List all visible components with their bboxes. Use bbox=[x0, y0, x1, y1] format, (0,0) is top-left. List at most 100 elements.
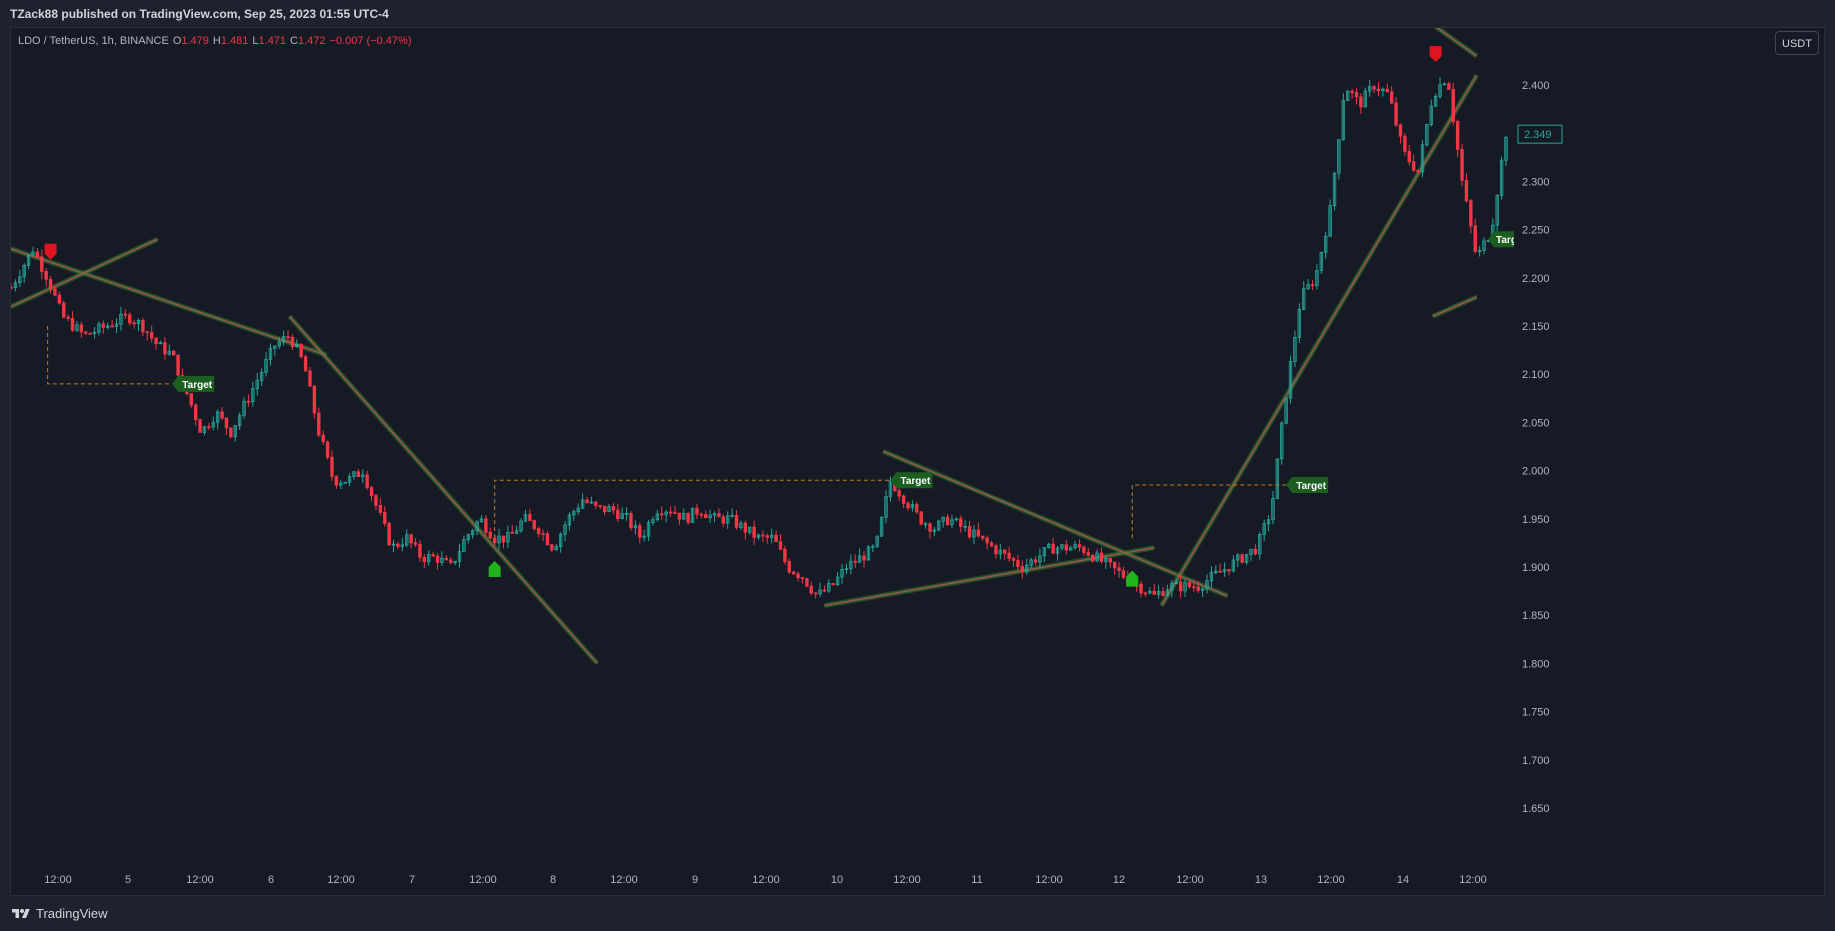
candle-body bbox=[255, 380, 259, 390]
candle-body bbox=[242, 400, 246, 416]
x-tick-label: 12:00 bbox=[1317, 874, 1345, 886]
candle-body bbox=[1332, 172, 1337, 207]
candle-body bbox=[1029, 559, 1033, 566]
candle-body bbox=[422, 556, 427, 563]
x-tick-label: 12 bbox=[1113, 874, 1125, 886]
candle-body bbox=[1411, 161, 1416, 171]
candle-body bbox=[734, 514, 739, 528]
x-tick-label: 5 bbox=[125, 874, 131, 886]
candle-body bbox=[778, 541, 783, 550]
candle-body bbox=[1262, 523, 1266, 535]
x-tick-label: 7 bbox=[409, 874, 415, 886]
candle-body bbox=[1293, 336, 1297, 362]
candle-body bbox=[1442, 83, 1447, 86]
sell-signal-icon bbox=[44, 243, 57, 260]
candle-body bbox=[295, 344, 299, 348]
y-tick-label: 1.950 bbox=[1522, 514, 1550, 526]
candle-body bbox=[1165, 589, 1170, 596]
candle-body bbox=[277, 341, 281, 347]
candle-body bbox=[1187, 582, 1192, 588]
candle-body bbox=[945, 516, 950, 526]
candle-body bbox=[75, 324, 79, 331]
candle-body bbox=[638, 525, 642, 538]
candle-body bbox=[193, 404, 198, 421]
y-tick-label: 2.300 bbox=[1522, 176, 1550, 188]
candle-body bbox=[717, 513, 721, 518]
candle-body bbox=[440, 557, 444, 563]
candle-body bbox=[981, 535, 985, 539]
candle-body bbox=[171, 350, 176, 356]
sell-signal-icon bbox=[1429, 46, 1442, 63]
candle-body bbox=[202, 426, 207, 433]
candle-body bbox=[444, 557, 449, 561]
candle-body bbox=[1209, 572, 1214, 582]
candle-body bbox=[923, 523, 928, 526]
candle-body bbox=[154, 337, 158, 345]
candle-body bbox=[1104, 558, 1108, 562]
candle-body bbox=[620, 513, 624, 520]
candle-body bbox=[123, 313, 128, 316]
candle-body bbox=[457, 551, 462, 562]
candle-body bbox=[106, 325, 110, 328]
candle-body bbox=[1156, 591, 1161, 595]
x-tick-label: 12:00 bbox=[1459, 874, 1487, 886]
tradingview-logo[interactable]: TradingView bbox=[10, 906, 108, 921]
candle-body bbox=[1315, 270, 1319, 287]
candle-body bbox=[1284, 397, 1288, 424]
low-label: L bbox=[252, 35, 259, 47]
candle-body bbox=[660, 513, 664, 516]
candle-body bbox=[150, 332, 154, 339]
candle-body bbox=[1073, 544, 1077, 549]
candle-body bbox=[229, 427, 233, 438]
candle-body bbox=[299, 344, 303, 358]
candle-body bbox=[783, 548, 787, 562]
candle-body bbox=[941, 516, 945, 522]
y-tick-label: 1.900 bbox=[1522, 562, 1550, 574]
candle-body bbox=[1117, 567, 1121, 572]
candle-body bbox=[97, 323, 101, 333]
candle-body bbox=[303, 356, 308, 372]
candle-body bbox=[365, 474, 369, 489]
target-dashed-line bbox=[494, 479, 891, 539]
candle-body bbox=[1095, 552, 1099, 562]
candle-body bbox=[352, 471, 356, 477]
candle-body bbox=[1363, 90, 1367, 108]
candle-body bbox=[576, 507, 580, 512]
candle-body bbox=[1244, 553, 1249, 563]
y-tick-label: 1.650 bbox=[1522, 803, 1550, 815]
candle-body bbox=[391, 543, 396, 546]
candle-body bbox=[1346, 90, 1350, 101]
candle-body bbox=[1055, 547, 1060, 554]
candle-body bbox=[541, 533, 545, 535]
candle-body bbox=[506, 531, 510, 543]
candle-body bbox=[1178, 581, 1183, 592]
candle-body bbox=[849, 560, 853, 570]
x-tick-label: 12:00 bbox=[1035, 874, 1063, 886]
candle-body bbox=[1275, 458, 1280, 499]
candle-body bbox=[132, 322, 136, 325]
x-tick-label: 6 bbox=[268, 874, 274, 886]
buy-signal-icon bbox=[488, 561, 501, 577]
bottom-bar bbox=[0, 896, 1835, 931]
x-tick-label: 12:00 bbox=[469, 874, 497, 886]
x-tick-label: 12:00 bbox=[327, 874, 355, 886]
candle-body bbox=[712, 513, 717, 516]
candle-body bbox=[532, 520, 536, 529]
y-tick-label: 2.150 bbox=[1522, 321, 1550, 333]
candle-body bbox=[405, 534, 409, 546]
trendline bbox=[1436, 28, 1478, 57]
candle-body bbox=[726, 515, 730, 524]
candle-body bbox=[1214, 570, 1218, 573]
candle-body bbox=[910, 504, 915, 509]
target-label: Target bbox=[172, 375, 215, 392]
x-tick-label: 14 bbox=[1397, 874, 1409, 886]
currency-button[interactable]: USDT bbox=[1775, 31, 1819, 55]
candle-body bbox=[501, 535, 506, 543]
trendline bbox=[882, 450, 1228, 597]
candle-body bbox=[1196, 586, 1200, 591]
x-tick-label: 8 bbox=[550, 874, 556, 886]
trendline bbox=[1160, 74, 1478, 606]
high-value: 1.481 bbox=[220, 35, 249, 47]
